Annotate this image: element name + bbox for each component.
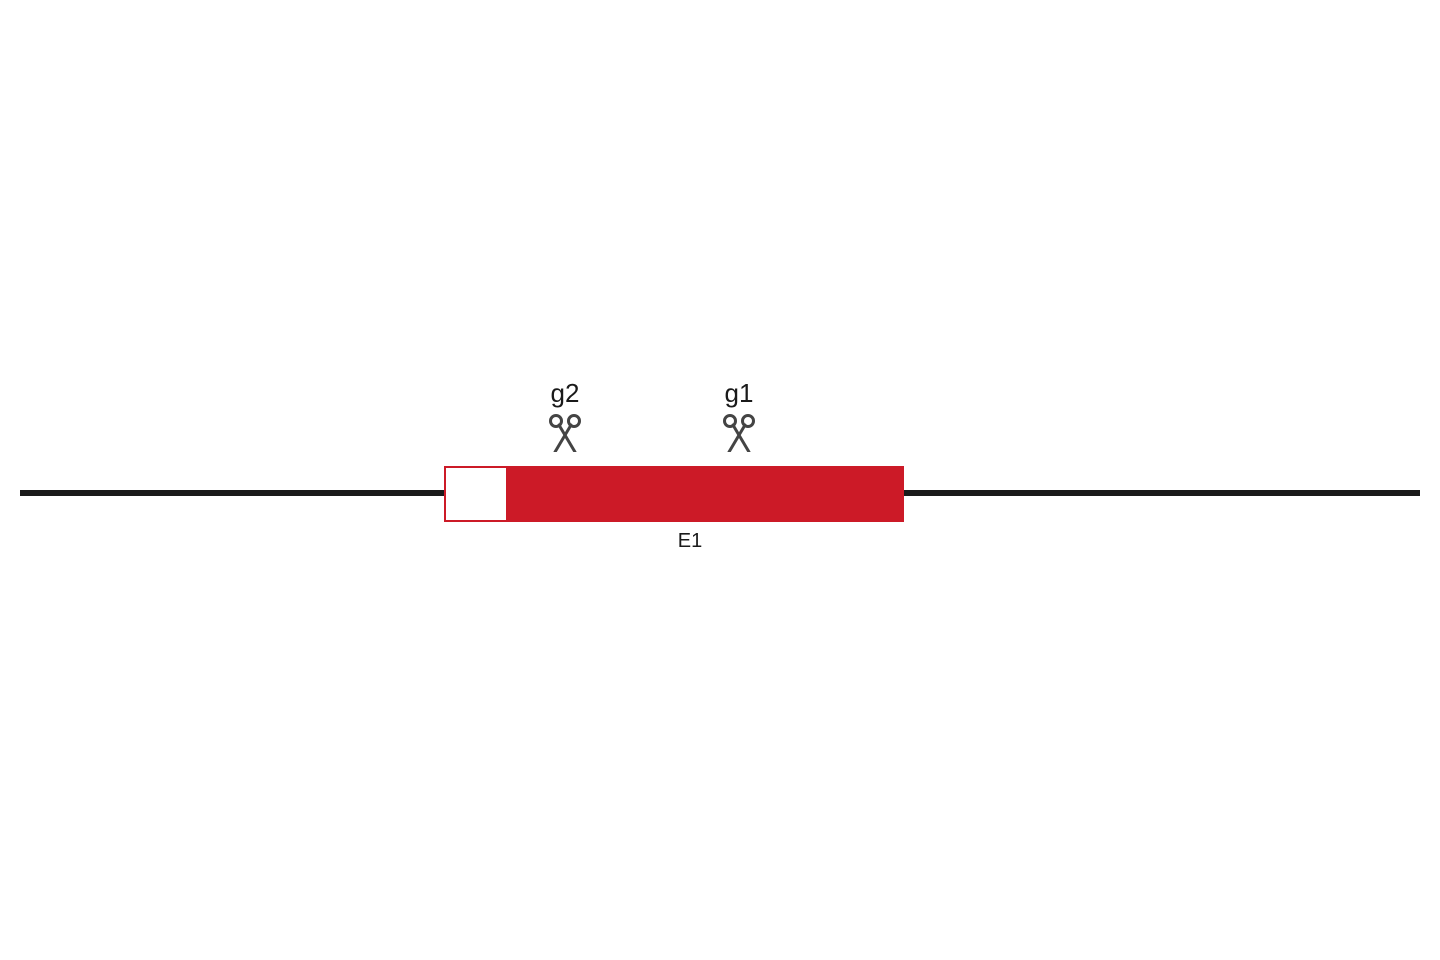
gene-line-right [904, 490, 1420, 496]
exon-cds [508, 466, 904, 522]
gene-diagram: E1 g2 g1 [0, 0, 1440, 960]
scissors-icon [545, 412, 585, 452]
guide-g2-label: g2 [545, 378, 585, 409]
exon-utr [444, 466, 508, 522]
guide-g1-label: g1 [719, 378, 759, 409]
exon-label: E1 [660, 530, 720, 553]
scissors-icon [719, 412, 759, 452]
gene-line-left [20, 490, 444, 496]
